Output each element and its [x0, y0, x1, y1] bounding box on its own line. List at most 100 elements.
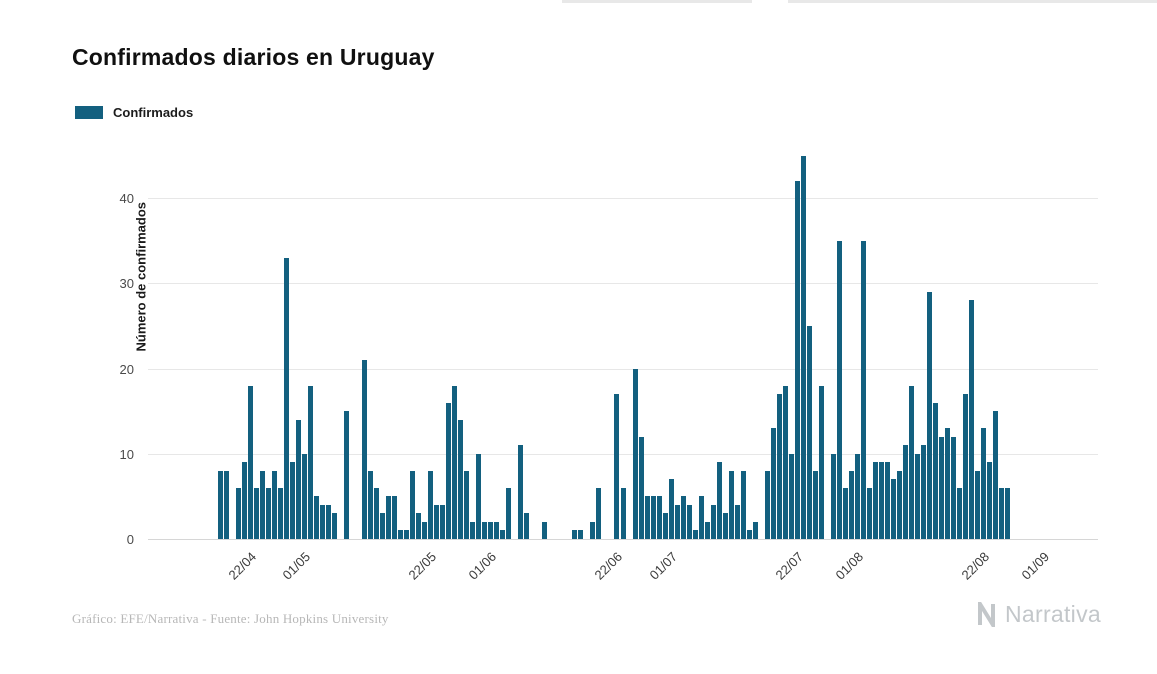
gridline-y-10	[148, 453, 1098, 455]
bar	[963, 394, 969, 539]
bar	[764, 470, 770, 539]
bar	[452, 385, 458, 539]
bar	[307, 385, 313, 539]
legend-swatch-icon	[75, 106, 103, 119]
bar	[295, 419, 301, 539]
bar	[969, 300, 975, 539]
bar	[686, 504, 692, 539]
bar	[247, 385, 253, 539]
y-tick-label: 0	[126, 532, 134, 547]
bar	[265, 487, 271, 539]
bar	[458, 419, 464, 539]
bar	[253, 487, 259, 539]
bar	[818, 385, 824, 539]
bar	[945, 428, 951, 539]
bar	[993, 411, 999, 539]
legend: Confirmados	[75, 105, 193, 120]
bar	[632, 368, 638, 539]
gridline-y-30	[148, 283, 1098, 285]
bar	[806, 325, 812, 539]
bar	[903, 445, 909, 539]
bar	[740, 470, 746, 539]
source-credit: Gráfico: EFE/Narrativa - Fuente: John Ho…	[72, 611, 389, 626]
x-tick-label: 01/05	[279, 549, 313, 583]
bar	[482, 521, 488, 539]
bar	[506, 487, 512, 539]
y-tick-label: 10	[119, 446, 134, 462]
bar	[398, 530, 404, 539]
narrativa-wordmark: Narrativa	[1004, 601, 1101, 627]
bar	[885, 462, 891, 539]
bar	[927, 291, 933, 539]
bar	[313, 496, 319, 539]
bar	[981, 428, 987, 539]
y-tick-label: 20	[119, 361, 134, 377]
bar	[897, 470, 903, 539]
x-tick-label: 22/05	[405, 549, 440, 583]
bar	[770, 428, 776, 539]
bar	[710, 504, 716, 539]
bar	[891, 479, 897, 539]
bar	[933, 402, 939, 539]
bar	[939, 436, 945, 539]
bar	[644, 496, 650, 539]
bar	[861, 240, 866, 539]
bar	[235, 487, 241, 539]
bar	[289, 462, 295, 539]
x-tick-label: 01/08	[832, 549, 867, 583]
bar	[848, 470, 854, 539]
bar	[572, 530, 578, 539]
bar	[776, 394, 782, 539]
bar	[620, 487, 626, 539]
bar	[951, 436, 957, 539]
y-axis-title: Número de confirmados	[133, 201, 149, 352]
bar	[259, 470, 265, 539]
x-tick-label: 01/07	[646, 549, 680, 583]
bar	[277, 487, 283, 539]
bar	[343, 411, 349, 539]
bar	[921, 445, 927, 539]
window-edge-artifact	[562, 0, 752, 3]
bar	[518, 445, 524, 539]
bar	[428, 470, 434, 539]
bar	[500, 530, 506, 539]
bar	[283, 257, 289, 539]
bar	[325, 504, 331, 539]
bar	[410, 470, 416, 539]
x-tick-label: 22/06	[591, 549, 626, 583]
bar	[638, 436, 644, 539]
bar	[494, 521, 500, 539]
bar	[746, 530, 752, 539]
x-tick-label: 22/04	[225, 549, 259, 583]
bar	[830, 453, 836, 539]
bar	[241, 462, 247, 539]
narrativa-n-icon	[977, 602, 995, 627]
bar	[662, 513, 668, 539]
bar	[987, 462, 993, 539]
bar	[734, 504, 740, 539]
bar	[668, 479, 674, 539]
plot-area: 0 10 20 30 40 22/04 01/05 22/05 01/06 22/06 01/07 2…	[120, 148, 1098, 583]
bar	[704, 521, 710, 539]
bar	[271, 470, 277, 539]
bar	[367, 470, 373, 539]
bar	[692, 530, 698, 539]
bar	[680, 496, 686, 539]
bar	[728, 470, 734, 539]
legend-label: Confirmados	[113, 105, 194, 120]
bar	[416, 513, 422, 539]
bar	[404, 530, 410, 539]
window-edge-artifact	[788, 0, 1157, 3]
bar	[524, 513, 530, 539]
bar	[614, 394, 620, 539]
bar	[867, 487, 873, 539]
gridline-y-20	[148, 368, 1098, 370]
bar	[716, 462, 722, 539]
bar	[440, 504, 446, 539]
bar	[879, 462, 885, 539]
bar	[674, 504, 680, 539]
bar	[379, 513, 385, 539]
bar	[836, 240, 842, 539]
bar	[331, 513, 337, 539]
